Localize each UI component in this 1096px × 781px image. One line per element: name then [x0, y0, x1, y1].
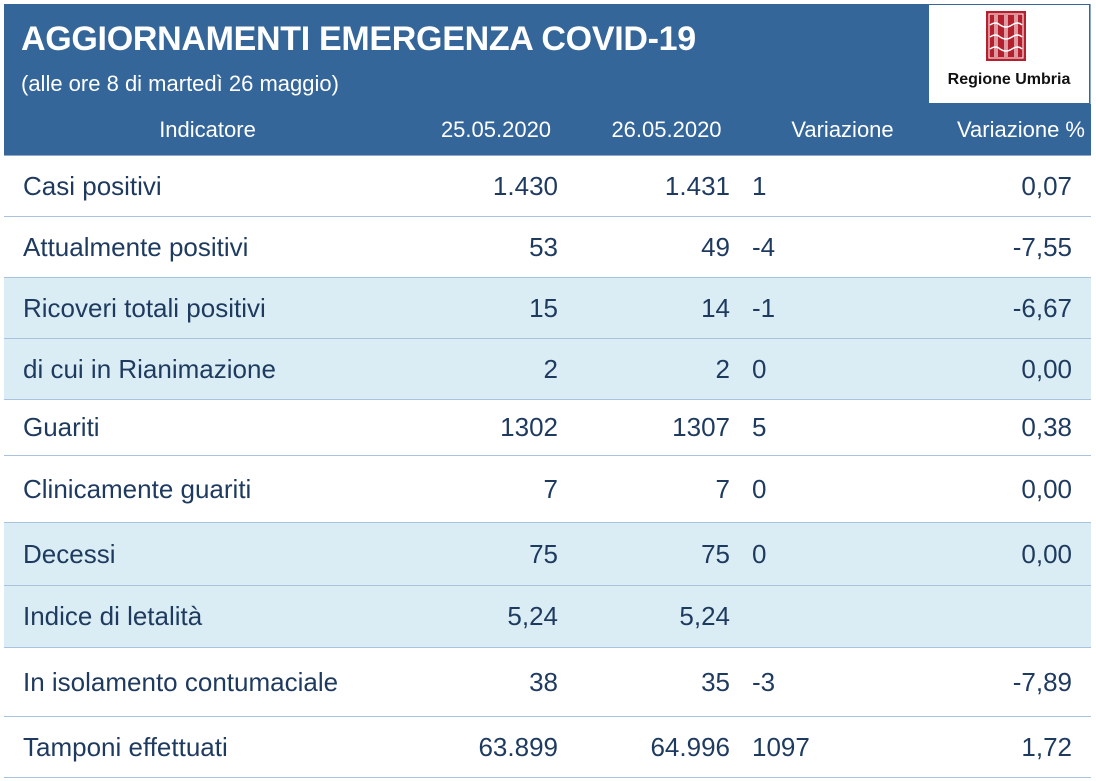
- value-variazione-percent: 0,38: [933, 399, 1091, 456]
- value-26-05: 5,24: [581, 585, 752, 648]
- column-header-date-2: 26.05.2020: [581, 104, 752, 156]
- value-26-05: 1307: [581, 399, 752, 456]
- value-variazione-percent: 0,00: [933, 338, 1091, 400]
- table-row: Tamponi effettuati 63.899 64.996 1097 1,…: [4, 716, 1091, 778]
- row-label: Clinicamente guariti: [4, 455, 411, 523]
- row-label: di cui in Rianimazione: [4, 338, 411, 400]
- report-title: AGGIORNAMENTI EMERGENZA COVID-19: [21, 20, 696, 58]
- value-26-05: 7: [581, 455, 752, 523]
- value-25-05: 53: [411, 216, 581, 278]
- row-label: Casi positivi: [4, 155, 411, 217]
- value-26-05: 14: [581, 277, 752, 339]
- table-row: Decessi 75 75 0 0,00: [4, 522, 1091, 586]
- value-variazione: 0: [752, 455, 933, 523]
- covid-data-table: Indicatore 25.05.2020 26.05.2020 Variazi…: [4, 104, 1091, 778]
- row-label: Indice di letalità: [4, 585, 411, 648]
- row-label: Tamponi effettuati: [4, 716, 411, 778]
- table-row: Attualmente positivi 53 49 -4 -7,55: [4, 216, 1091, 278]
- value-26-05: 35: [581, 647, 752, 717]
- value-variazione: 1097: [752, 716, 933, 778]
- value-variazione: 5: [752, 399, 933, 456]
- value-26-05: 64.996: [581, 716, 752, 778]
- value-25-05: 15: [411, 277, 581, 339]
- row-label: Guariti: [4, 399, 411, 456]
- value-variazione: [752, 585, 933, 648]
- logo-text: Regione Umbria: [947, 71, 1071, 88]
- value-25-05: 7: [411, 455, 581, 523]
- column-header-indicatore: Indicatore: [4, 104, 411, 156]
- row-label: Decessi: [4, 522, 411, 586]
- report-subtitle: (alle ore 8 di martedì 26 maggio): [21, 71, 339, 96]
- value-variazione-percent: -6,67: [933, 277, 1091, 339]
- value-variazione-percent: 0,07: [933, 155, 1091, 217]
- value-variazione: -3: [752, 647, 933, 717]
- value-25-05: 63.899: [411, 716, 581, 778]
- regione-umbria-logo: Regione Umbria: [928, 4, 1090, 104]
- value-25-05: 1302: [411, 399, 581, 456]
- value-variazione-percent: 0,00: [933, 522, 1091, 586]
- value-variazione-percent: 1,72: [933, 716, 1091, 778]
- table-row: Casi positivi 1.430 1.431 1 0,07: [4, 155, 1091, 217]
- row-label: Attualmente positivi: [4, 216, 411, 278]
- table-row: di cui in Rianimazione 2 2 0 0,00: [4, 338, 1091, 400]
- value-variazione: 0: [752, 338, 933, 400]
- value-variazione: 0: [752, 522, 933, 586]
- value-variazione-percent: 0,00: [933, 455, 1091, 523]
- table-row: Guariti 1302 1307 5 0,38: [4, 399, 1091, 456]
- value-25-05: 75: [411, 522, 581, 586]
- value-26-05: 1.431: [581, 155, 752, 217]
- value-variazione-percent: [933, 585, 1091, 648]
- table-row: Clinicamente guariti 7 7 0 0,00: [4, 455, 1091, 523]
- column-header-variazione: Variazione: [752, 104, 933, 156]
- value-variazione: 1: [752, 155, 933, 217]
- column-header-date-1: 25.05.2020: [411, 104, 581, 156]
- column-header-variazione-percent: Variazione %: [933, 104, 1091, 156]
- value-25-05: 5,24: [411, 585, 581, 648]
- row-label: In isolamento contumaciale: [4, 647, 411, 717]
- report-header: AGGIORNAMENTI EMERGENZA COVID-19 (alle o…: [4, 4, 928, 104]
- value-25-05: 2: [411, 338, 581, 400]
- value-variazione: -4: [752, 216, 933, 278]
- table-header-row: Indicatore 25.05.2020 26.05.2020 Variazi…: [4, 104, 1091, 156]
- table-row: Indice di letalità 5,24 5,24: [4, 585, 1091, 648]
- table-row: Ricoveri totali positivi 15 14 -1 -6,67: [4, 277, 1091, 339]
- value-25-05: 38: [411, 647, 581, 717]
- value-26-05: 75: [581, 522, 752, 586]
- table-row: In isolamento contumaciale 38 35 -3 -7,8…: [4, 647, 1091, 717]
- value-25-05: 1.430: [411, 155, 581, 217]
- value-26-05: 49: [581, 216, 752, 278]
- value-26-05: 2: [581, 338, 752, 400]
- regione-umbria-emblem-icon: [986, 11, 1026, 61]
- value-variazione-percent: -7,55: [933, 216, 1091, 278]
- row-label: Ricoveri totali positivi: [4, 277, 411, 339]
- value-variazione: -1: [752, 277, 933, 339]
- value-variazione-percent: -7,89: [933, 647, 1091, 717]
